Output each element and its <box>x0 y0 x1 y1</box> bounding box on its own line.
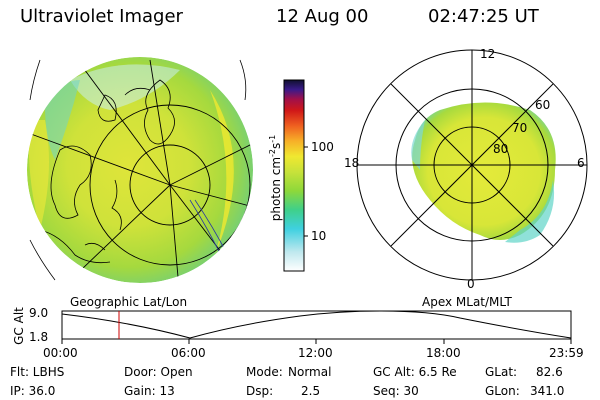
mlt-label-6: 6 <box>577 156 585 170</box>
altitude-ytick-high: 9.0 <box>29 306 49 320</box>
time-tick-0000: 00:00 <box>43 346 78 360</box>
intensity-colorbar <box>283 79 308 272</box>
mlt-label-12: 12 <box>480 47 496 61</box>
altitude-plot <box>61 310 572 344</box>
glat-value: 82.6 <box>536 365 563 379</box>
altitude-ytick-low: 1.8 <box>29 330 49 344</box>
colorbar-tick-10: 10 <box>311 229 327 243</box>
ip-info: IP: 36.0 <box>10 384 56 398</box>
mlat-label-60: 60 <box>535 98 551 112</box>
instrument-title: Ultraviolet Imager <box>20 6 183 27</box>
mode-value: Normal <box>288 365 332 379</box>
date-label: 12 Aug 00 <box>276 6 369 27</box>
dsp-value: 2.5 <box>301 384 321 398</box>
gc-alt-info: GC Alt: 6.5 Re <box>373 365 457 379</box>
time-label: 02:47:25 UT <box>428 6 539 27</box>
glon-value: 341.0 <box>530 384 565 398</box>
colorbar-exponent-2: -1 <box>268 134 277 143</box>
seq-info: Seq: 30 <box>373 384 419 398</box>
time-tick-1800: 18:00 <box>426 346 461 360</box>
mode-label: Mode: <box>246 365 283 379</box>
time-tick-1200: 12:00 <box>298 346 333 360</box>
colorbar-unit-text: photon cm <box>269 156 283 222</box>
colorbar-unit-s: s <box>269 142 283 149</box>
mlat-label-70: 70 <box>512 121 528 135</box>
glon-label: GLon: <box>485 384 520 398</box>
mlt-label-0: 0 <box>467 277 475 291</box>
filter-info: Flt: LBHS <box>10 365 65 379</box>
time-tick-2359: 23:59 <box>549 346 584 360</box>
glat-label: GLat: <box>485 365 518 379</box>
geographic-map-panel <box>27 57 253 283</box>
mlat-label-80: 80 <box>493 142 509 156</box>
geographic-caption: Geographic Lat/Lon <box>70 295 188 309</box>
apex-caption: Apex MLat/MLT <box>422 295 512 309</box>
colorbar-exponent-1: -2 <box>268 148 277 157</box>
door-info: Door: Open <box>124 365 193 379</box>
polar-mlt-panel <box>356 49 588 281</box>
time-tick-0600: 06:00 <box>171 346 206 360</box>
colorbar-tick-100: 100 <box>311 140 334 154</box>
gain-info: Gain: 13 <box>124 384 175 398</box>
colorbar-unit-label: photon cm-2s-1 <box>268 108 283 248</box>
dsp-label: Dsp: <box>246 384 274 398</box>
altitude-ylabel: GC Alt <box>12 307 26 345</box>
mlt-label-18: 18 <box>344 156 360 170</box>
